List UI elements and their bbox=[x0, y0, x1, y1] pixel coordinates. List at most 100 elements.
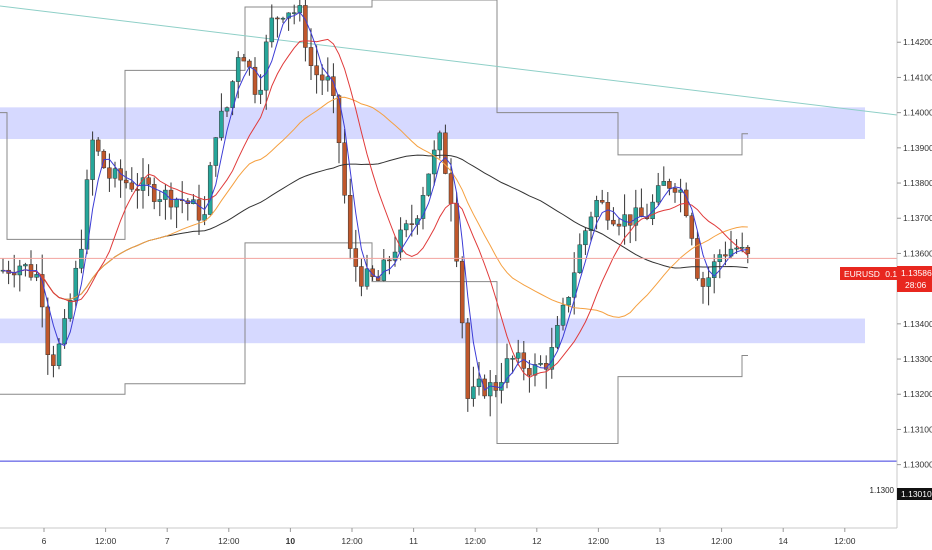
candle-body bbox=[599, 200, 605, 203]
candle-body bbox=[426, 173, 431, 196]
candle-body bbox=[667, 181, 672, 189]
candle-body bbox=[459, 260, 465, 324]
candle-body bbox=[482, 378, 487, 397]
price-channel bbox=[0, 0, 748, 444]
x-tick-label: 6 bbox=[42, 536, 47, 546]
candle-body bbox=[263, 41, 269, 91]
candle-body bbox=[627, 214, 633, 226]
level-marker: 1.1300 1.13010 bbox=[866, 485, 932, 500]
candle-body bbox=[252, 66, 258, 95]
x-tick-label: 12:00 bbox=[341, 536, 363, 546]
moving-averages bbox=[2, 11, 749, 391]
candle-body bbox=[465, 322, 471, 399]
channel-lower bbox=[0, 242, 748, 444]
candle-body bbox=[213, 137, 219, 166]
candle-body bbox=[661, 181, 667, 186]
candle-body bbox=[706, 277, 711, 287]
x-tick-label: 12:00 bbox=[465, 536, 487, 546]
candle-body bbox=[286, 12, 291, 19]
candle-body bbox=[269, 17, 275, 43]
x-tick-label: 14 bbox=[778, 536, 788, 546]
y-tick-label: 1.13400 bbox=[903, 319, 932, 329]
candle-body bbox=[342, 142, 347, 196]
candle-body bbox=[90, 139, 95, 180]
y-tick-label: 1.13200 bbox=[903, 389, 932, 399]
last-price-badge: 1.13586 28:06 bbox=[897, 266, 932, 292]
candle-body bbox=[202, 214, 207, 221]
symbol-label: EURUSD bbox=[844, 269, 880, 279]
candle-body bbox=[655, 185, 661, 203]
candle-body bbox=[73, 267, 79, 301]
candle-body bbox=[711, 261, 717, 278]
candle-body bbox=[689, 215, 695, 239]
candle-body bbox=[62, 318, 67, 345]
x-tick-label: 12:00 bbox=[834, 536, 856, 546]
candle-body bbox=[532, 364, 538, 376]
zone-band bbox=[0, 107, 865, 140]
candle-body bbox=[308, 47, 314, 66]
candle-body bbox=[510, 358, 515, 360]
candle-body bbox=[555, 325, 560, 348]
candle-body bbox=[650, 201, 655, 219]
x-axis-ticks: 6 12:00 7 12:00 10 12:00 11 12:00 12 12:00 13 12:00… bbox=[42, 528, 856, 546]
candle-body bbox=[594, 200, 599, 218]
zone-band bbox=[0, 318, 865, 344]
level-label-box bbox=[866, 485, 896, 496]
candle-body bbox=[431, 149, 437, 175]
x-tick-label: 12:00 bbox=[588, 536, 610, 546]
candle-body bbox=[476, 378, 482, 388]
candle-body bbox=[381, 259, 387, 281]
y-tick-label: 1.13300 bbox=[903, 354, 932, 364]
level-price-text: 1.13010 bbox=[901, 489, 932, 499]
candle-body bbox=[571, 272, 577, 298]
candle-body bbox=[515, 352, 521, 359]
slow-moving-average bbox=[2, 96, 748, 318]
last-price-text: 1.13586 bbox=[901, 268, 932, 278]
candle-body bbox=[140, 177, 146, 191]
candle-body bbox=[11, 273, 17, 276]
candle-body bbox=[639, 207, 644, 218]
candle-body bbox=[392, 251, 398, 261]
candle-body bbox=[314, 65, 319, 76]
candle-body bbox=[235, 57, 241, 82]
candle-body bbox=[219, 110, 224, 138]
candle-body bbox=[331, 76, 336, 96]
candle-body bbox=[504, 358, 510, 383]
y-tick-label: 1.14100 bbox=[903, 72, 932, 82]
trendline bbox=[0, 5, 898, 116]
candle-body bbox=[566, 297, 571, 306]
candle-body bbox=[23, 264, 28, 267]
x-tick-label: 12:00 bbox=[711, 536, 733, 546]
price-lines bbox=[0, 257, 897, 462]
candle-body bbox=[583, 230, 588, 246]
symbol-badge-box bbox=[840, 267, 897, 280]
candle-body bbox=[118, 168, 123, 181]
candle-body bbox=[297, 5, 303, 13]
candle-body bbox=[95, 139, 101, 152]
y-tick-label: 1.13000 bbox=[903, 460, 932, 470]
level-price-badge bbox=[897, 488, 932, 500]
candle-body bbox=[611, 219, 616, 225]
candle-body bbox=[398, 229, 403, 253]
candle-body bbox=[409, 223, 415, 225]
candle-body bbox=[588, 216, 594, 231]
candle-body bbox=[616, 223, 622, 227]
candle-body bbox=[325, 76, 331, 81]
y-axis-ticks: 1.14200 1.14100 1.14000 1.13900 1.13800 1.137… bbox=[897, 37, 932, 470]
candle-body bbox=[45, 306, 51, 355]
candle-body bbox=[319, 74, 325, 81]
support-resistance-zones bbox=[0, 107, 865, 344]
candle-body bbox=[672, 188, 678, 193]
candle-body bbox=[56, 343, 62, 366]
candle-body bbox=[275, 17, 280, 20]
candle-body bbox=[123, 179, 129, 184]
candle-body bbox=[163, 189, 168, 200]
candle-body bbox=[527, 368, 532, 376]
candle-body bbox=[51, 354, 56, 366]
candle-body bbox=[499, 382, 504, 391]
candle-body bbox=[454, 203, 459, 262]
candle-body bbox=[291, 12, 297, 14]
candle-body bbox=[67, 300, 73, 319]
candle-body bbox=[196, 199, 202, 221]
